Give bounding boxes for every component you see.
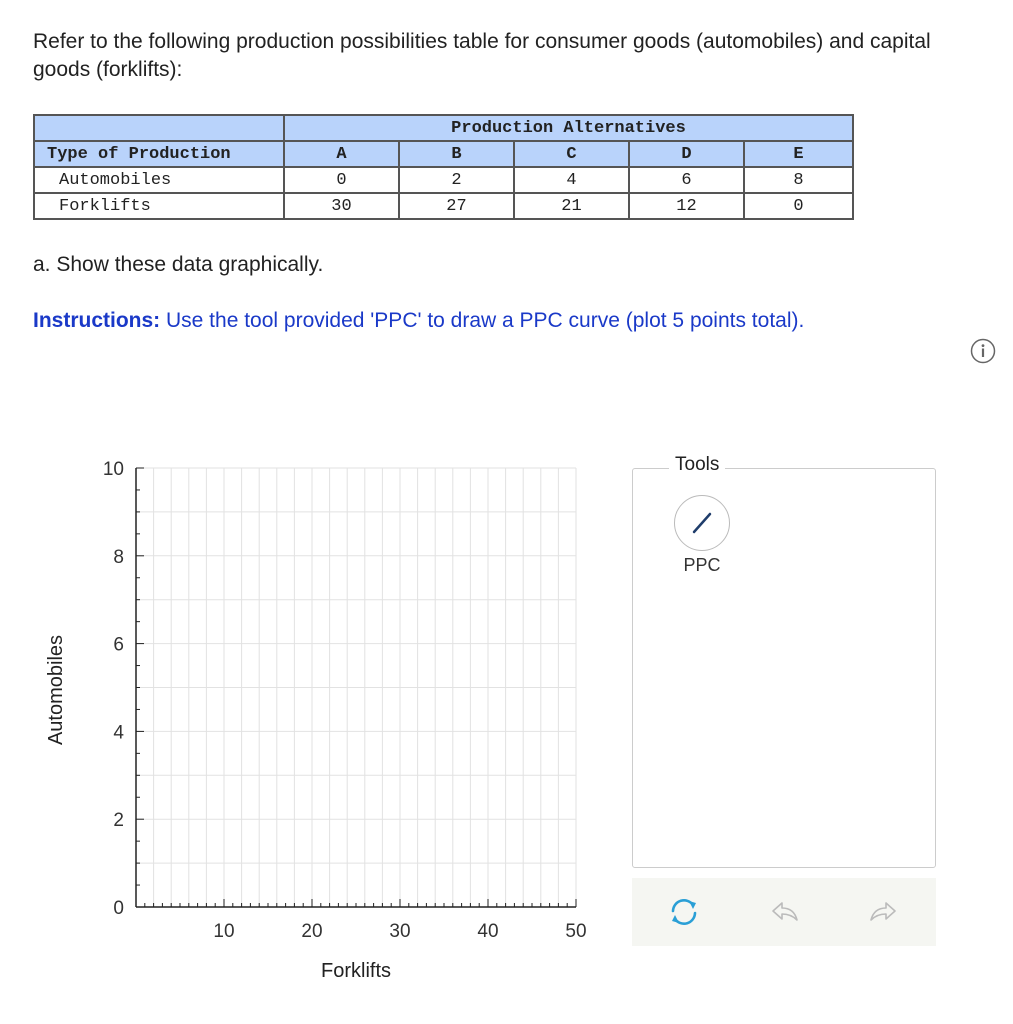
instructions-text: Use the tool provided 'PPC' to draw a PP… <box>160 309 805 332</box>
ppc-tool-label: PPC <box>683 555 721 575</box>
production-possibilities-table: Production Alternatives Type of Producti… <box>33 114 854 220</box>
graph-axes <box>135 467 577 908</box>
y-tick-label: 6 <box>113 635 124 656</box>
question-intro: Refer to the following production possib… <box>33 30 931 81</box>
info-icon[interactable] <box>970 338 996 364</box>
instructions: Instructions: Use the tool provided 'PPC… <box>33 309 804 333</box>
reset-icon[interactable] <box>664 892 704 932</box>
tools-title: Tools <box>669 454 726 476</box>
ppc-tool-button[interactable] <box>674 495 730 551</box>
y-tick-label: 2 <box>113 810 124 831</box>
table-row-forklifts: Forklifts 30 27 21 12 0 <box>33 192 854 220</box>
x-tick-label: 10 <box>213 921 234 942</box>
y-tick-label: 10 <box>103 459 124 480</box>
x-tick-label: 20 <box>301 921 322 942</box>
y-tick-label: 8 <box>113 547 124 568</box>
col-header-e: E <box>743 140 854 168</box>
group-header: Production Alternatives <box>283 114 854 142</box>
cell: 0 <box>283 166 400 194</box>
col-header-b: B <box>398 140 515 168</box>
col-header-c: C <box>513 140 630 168</box>
redo-icon[interactable] <box>864 892 904 932</box>
cell: 4 <box>513 166 630 194</box>
cell: 27 <box>398 192 515 220</box>
x-axis-label: Forklifts <box>321 960 391 982</box>
undo-icon[interactable] <box>764 892 804 932</box>
cell: 21 <box>513 192 630 220</box>
graph-ticks: 10 20 30 40 50 0 2 4 6 8 10 <box>103 459 587 942</box>
x-tick-label: 50 <box>565 921 586 942</box>
part-a-prompt: a. Show these data graphically. <box>33 253 324 276</box>
col-header-d: D <box>628 140 745 168</box>
table-corner <box>33 114 285 142</box>
action-bar <box>632 878 936 946</box>
cell: 30 <box>283 192 400 220</box>
ppc-graph[interactable]: 10 20 30 40 50 0 2 4 6 8 10 Forklifts Automobiles <box>0 440 620 1000</box>
cell: 6 <box>628 166 745 194</box>
instructions-label: Instructions: <box>33 309 161 332</box>
y-axis-label: Automobiles <box>45 635 67 745</box>
cell: 0 <box>743 192 854 220</box>
x-tick-label: 30 <box>389 921 410 942</box>
cell: 12 <box>628 192 745 220</box>
y-tick-label: 4 <box>113 722 124 743</box>
graph-grid <box>136 467 577 907</box>
cell: 8 <box>743 166 854 194</box>
col-header-a: A <box>283 140 400 168</box>
x-tick-label: 40 <box>477 921 498 942</box>
y-tick-label: 0 <box>113 898 124 919</box>
type-header: Type of Production <box>33 140 285 168</box>
table-row-automobiles: Automobiles 0 2 4 6 8 <box>33 166 854 194</box>
cell: 2 <box>398 166 515 194</box>
line-tool-icon <box>692 512 712 534</box>
row-label: Forklifts <box>33 192 285 220</box>
row-label: Automobiles <box>33 166 285 194</box>
